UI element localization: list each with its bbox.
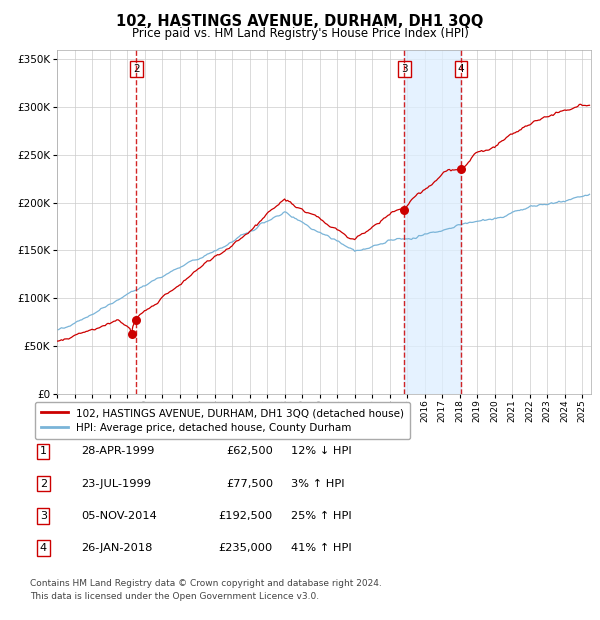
Text: 41% ↑ HPI: 41% ↑ HPI xyxy=(291,543,352,553)
Text: £77,500: £77,500 xyxy=(226,479,273,489)
Text: 2: 2 xyxy=(40,479,47,489)
Text: 3: 3 xyxy=(40,511,47,521)
Text: £192,500: £192,500 xyxy=(219,511,273,521)
Text: Price paid vs. HM Land Registry's House Price Index (HPI): Price paid vs. HM Land Registry's House … xyxy=(131,27,469,40)
Text: 102, HASTINGS AVENUE, DURHAM, DH1 3QQ: 102, HASTINGS AVENUE, DURHAM, DH1 3QQ xyxy=(116,14,484,29)
Text: 4: 4 xyxy=(458,64,464,74)
Legend: 102, HASTINGS AVENUE, DURHAM, DH1 3QQ (detached house), HPI: Average price, deta: 102, HASTINGS AVENUE, DURHAM, DH1 3QQ (d… xyxy=(35,402,410,439)
Text: This data is licensed under the Open Government Licence v3.0.: This data is licensed under the Open Gov… xyxy=(30,592,319,601)
Text: 23-JUL-1999: 23-JUL-1999 xyxy=(81,479,151,489)
Text: 1: 1 xyxy=(40,446,47,456)
Text: £62,500: £62,500 xyxy=(226,446,273,456)
Text: Contains HM Land Registry data © Crown copyright and database right 2024.: Contains HM Land Registry data © Crown c… xyxy=(30,578,382,588)
Text: 05-NOV-2014: 05-NOV-2014 xyxy=(81,511,157,521)
Text: 4: 4 xyxy=(40,543,47,553)
Text: 2: 2 xyxy=(133,64,140,74)
Text: 28-APR-1999: 28-APR-1999 xyxy=(81,446,154,456)
Bar xyxy=(404,50,461,394)
Text: 25% ↑ HPI: 25% ↑ HPI xyxy=(291,511,352,521)
Text: 3% ↑ HPI: 3% ↑ HPI xyxy=(291,479,344,489)
Text: 26-JAN-2018: 26-JAN-2018 xyxy=(81,543,152,553)
Text: 3: 3 xyxy=(401,64,407,74)
Text: 12% ↓ HPI: 12% ↓ HPI xyxy=(291,446,352,456)
Text: £235,000: £235,000 xyxy=(219,543,273,553)
